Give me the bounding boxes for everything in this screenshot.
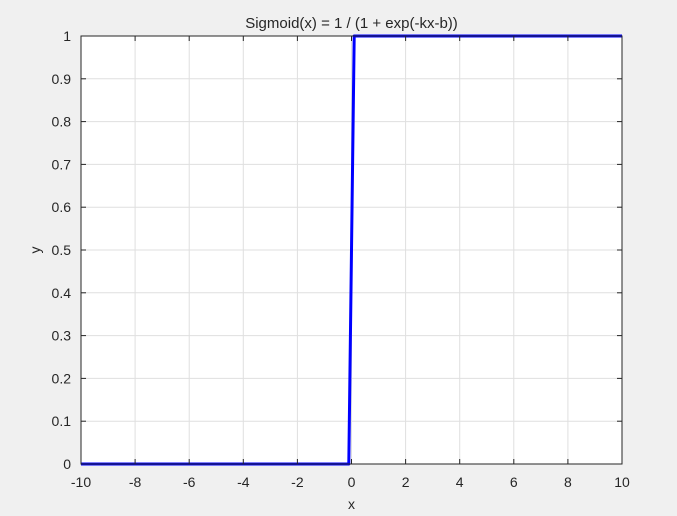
y-tick-label: 0.6 [52,199,72,215]
y-tick-label: 0.7 [52,156,72,172]
x-axis-label: x [348,496,355,511]
axis-ticks: -10 -8 -6 -4 -2 0 2 4 6 8 10 0 0.1 0.2 0.3 0.4 0.5 0.6 0.7… [52,28,630,490]
y-tick-label: 0.8 [52,114,72,130]
x-tick-label: -10 [71,474,91,490]
x-tick-label: 10 [614,474,630,490]
x-tick-label: 4 [456,474,464,490]
x-tick-label: -2 [291,474,304,490]
y-axis-label: y [27,247,43,254]
y-tick-label: 0.1 [52,413,72,429]
y-tick-label: 0.5 [52,242,72,258]
y-tick-label: 0.9 [52,71,72,87]
x-tick-label: 2 [402,474,410,490]
y-tick-label: 0.3 [52,328,72,344]
x-tick-label: -4 [237,474,250,490]
y-tick-label: 0.4 [52,285,72,301]
y-tick-label: 1 [63,28,71,44]
x-tick-label: 6 [510,474,518,490]
x-tick-label: 8 [564,474,572,490]
chart-title: Sigmoid(x) = 1 / (1 + exp(-kx-b)) [245,15,458,32]
x-tick-label: -6 [183,474,196,490]
y-tick-label: 0 [63,456,71,472]
x-tick-label: 0 [348,474,356,490]
y-tick-label: 0.2 [52,370,72,386]
x-tick-label: -8 [129,474,142,490]
